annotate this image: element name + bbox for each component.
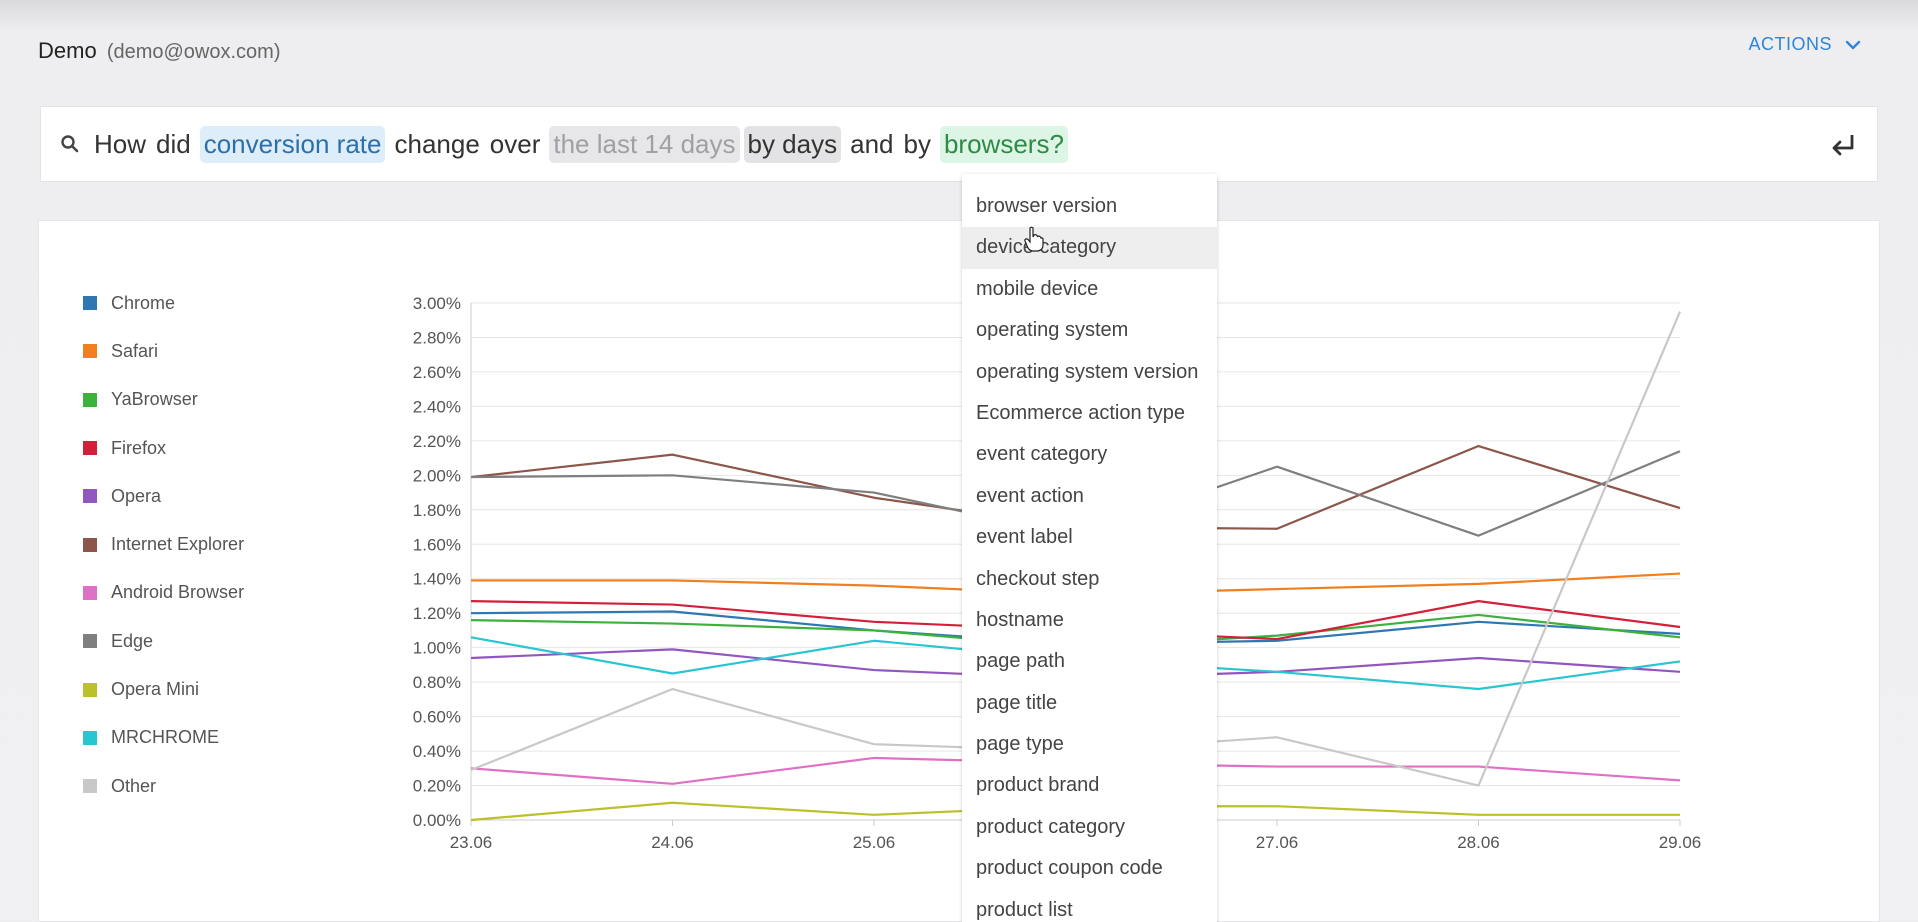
legend-label: Chrome (111, 292, 176, 313)
dropdown-item[interactable]: checkout step (976, 567, 1100, 590)
legend-swatch (83, 344, 97, 359)
x-tick-label: 24.06 (651, 833, 694, 852)
x-tick-label: 25.06 (853, 833, 896, 852)
dropdown-item[interactable]: hostname (976, 608, 1064, 631)
y-tick-label: 0.80% (413, 673, 461, 692)
chart-card: Chrome Safari YaBrowser Firefox Opera Interne… (38, 220, 1880, 922)
y-tick-label: 0.40% (413, 742, 461, 761)
y-tick-label: 2.20% (413, 432, 461, 451)
legend-label: Edge (111, 630, 154, 651)
x-tick-label: 29.06 (1659, 833, 1702, 852)
dropdown-item[interactable]: browser version (976, 195, 1118, 217)
legend-swatch (83, 296, 97, 311)
dropdown-item[interactable]: Ecommerce action type (976, 401, 1185, 424)
query-word: change (394, 128, 480, 159)
metric-chip[interactable]: conversion rate (199, 125, 386, 163)
dropdown-item[interactable]: event action (976, 484, 1084, 507)
chart-legend: Chrome Safari YaBrowser Firefox Opera Interne… (83, 279, 244, 810)
query-word: by (903, 128, 931, 159)
dropdown-item[interactable]: event label (976, 526, 1073, 549)
legend-item[interactable]: Safari (83, 327, 244, 375)
y-tick-label: 3.00% (413, 294, 461, 313)
legend-item[interactable]: MRCHROME (83, 714, 244, 762)
dropdown-item[interactable]: page type (976, 733, 1064, 756)
legend-swatch (83, 779, 97, 794)
legend-label: YaBrowser (111, 389, 198, 410)
legend-item[interactable]: Firefox (83, 424, 244, 472)
query-word: over (489, 128, 541, 159)
y-tick-label: 2.00% (413, 466, 461, 485)
dimension-chip-browsers[interactable]: browsers? (939, 125, 1068, 163)
y-tick-label: 1.40% (413, 570, 461, 589)
y-tick-label: 2.40% (413, 397, 461, 416)
line-chart: 0.00% 0.20% 0.40% 0.60% 0.80% 1.00% 1.20% 1.40%… (413, 294, 1702, 852)
legend-swatch (83, 634, 97, 649)
legend-swatch (83, 392, 97, 407)
search-icon (61, 135, 79, 153)
y-tick-label: 1.20% (413, 604, 461, 623)
query-word: did (156, 128, 191, 159)
legend-item[interactable]: Internet Explorer (83, 520, 244, 568)
dropdown-item[interactable]: operating system version (976, 360, 1199, 383)
dropdown-item[interactable]: page path (976, 650, 1065, 673)
actions-label: ACTIONS (1748, 34, 1832, 54)
period-chip[interactable]: the last 14 days (549, 125, 740, 163)
legend-label: Safari (111, 340, 159, 361)
legend-swatch (83, 537, 97, 552)
legend-label: Firefox (111, 437, 167, 458)
legend-swatch (83, 489, 97, 504)
account-header: Demo (demo@owox.com) (38, 38, 281, 64)
query-input[interactable]: How did conversion rate change over the … (40, 106, 1878, 182)
legend-item[interactable]: Opera (83, 472, 244, 520)
legend-label: Android Browser (111, 582, 245, 603)
query-word: How (94, 128, 147, 159)
legend-item[interactable]: Edge (83, 617, 244, 665)
legend-label: MRCHROME (111, 727, 219, 748)
dropdown-item[interactable]: page title (976, 691, 1058, 714)
dropdown-item[interactable]: product category (976, 815, 1125, 838)
chevron-down-icon (1845, 40, 1861, 49)
dropdown-item[interactable]: operating system (976, 319, 1129, 342)
account-email: (demo@owox.com) (106, 41, 281, 63)
hand-cursor-icon (1024, 226, 1044, 252)
legend-item[interactable]: Opera Mini (83, 665, 244, 713)
y-tick-label: 1.00% (413, 639, 461, 658)
legend-item[interactable]: Other (83, 762, 244, 810)
dropdown-item[interactable]: mobile device (976, 277, 1099, 300)
y-tick-label: 0.60% (413, 708, 461, 727)
x-tick-label: 23.06 (450, 833, 493, 852)
legend-item[interactable]: Chrome (83, 279, 244, 327)
y-tick-label: 2.80% (413, 328, 461, 347)
legend-label: Opera (111, 485, 162, 506)
legend-label: Opera Mini (111, 679, 200, 700)
suggestion-dropdown: browser version device category mobile dev… (962, 174, 1217, 922)
query-word: and (850, 128, 894, 159)
y-tick-label: 0.00% (413, 811, 461, 830)
legend-swatch (83, 730, 97, 745)
dropdown-item[interactable]: product brand (976, 774, 1100, 797)
y-tick-label: 2.60% (413, 363, 461, 382)
account-name: Demo (38, 38, 97, 63)
dropdown-item[interactable]: product coupon code (976, 857, 1163, 880)
dropdown-item[interactable]: product list (976, 898, 1073, 921)
y-tick-label: 0.20% (413, 777, 461, 796)
legend-swatch (83, 441, 97, 456)
dropdown-item[interactable]: event category (976, 443, 1108, 466)
actions-button[interactable]: ACTIONS (1748, 34, 1862, 55)
y-tick-label: 1.80% (413, 501, 461, 520)
legend-label: Internet Explorer (111, 534, 245, 555)
legend-swatch (83, 682, 97, 697)
x-tick-label: 28.06 (1457, 833, 1500, 852)
legend-item[interactable]: Android Browser (83, 569, 244, 617)
enter-icon[interactable] (1827, 129, 1859, 161)
dimension-chip-days[interactable]: by days (743, 125, 842, 163)
legend-swatch (83, 585, 97, 600)
legend-label: Other (111, 775, 157, 796)
x-tick-label: 27.06 (1256, 833, 1299, 852)
dropdown-item[interactable]: device category (962, 227, 1217, 269)
y-tick-label: 1.60% (413, 535, 461, 554)
legend-item[interactable]: YaBrowser (83, 376, 244, 424)
